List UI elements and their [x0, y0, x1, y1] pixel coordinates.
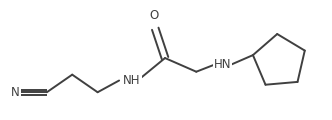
Text: HN: HN [214, 58, 231, 71]
Text: O: O [150, 9, 159, 22]
Text: NH: NH [123, 74, 140, 87]
Text: N: N [11, 86, 20, 99]
